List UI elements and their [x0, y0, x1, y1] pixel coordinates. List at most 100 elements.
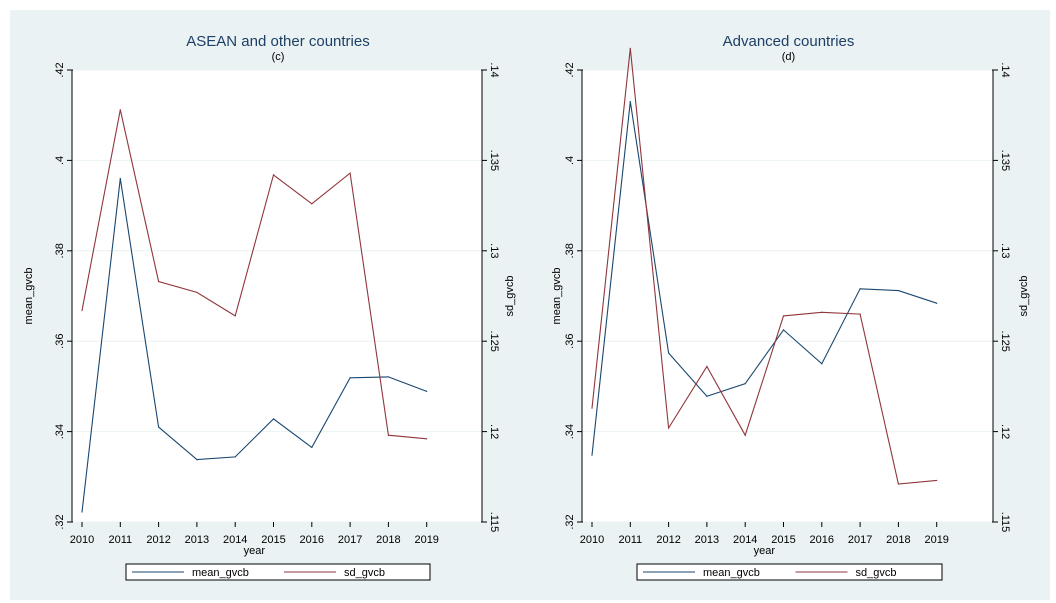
series-point-mean_gvcb [821, 363, 823, 365]
series-point-mean_gvcb [706, 395, 708, 397]
chart-subtitle: (d) [782, 51, 795, 63]
series-point-mean_gvcb [349, 377, 351, 379]
y-left-tick-label: .34 [54, 424, 66, 439]
x-tick-label: 2014 [223, 534, 247, 546]
series-point-sd_gvcb [234, 315, 236, 317]
series-point-mean_gvcb [668, 352, 670, 354]
x-tick-label: 2013 [185, 534, 209, 546]
series-point-sd_gvcb [196, 291, 198, 293]
series-line-sd_gvcb [591, 48, 937, 485]
x-tick-label: 2019 [414, 534, 438, 546]
y-left-tick-label: .4 [564, 156, 576, 165]
y-right-tick-label: .14 [488, 62, 500, 77]
y-right-axis-title: sd_gvcb [1018, 276, 1030, 317]
series-point-mean_gvcb [387, 376, 389, 378]
legend-label-mean_gvcb: mean_gvcb [192, 567, 249, 579]
series-point-mean_gvcb [311, 446, 313, 449]
series-point-mean_gvcb [196, 459, 198, 461]
series-point-sd_gvcb [782, 315, 785, 317]
x-tick-label: 2015 [261, 534, 285, 546]
legend-label-sd_gvcb: sd_gvcb [344, 567, 385, 579]
x-tick-label: 2012 [146, 534, 170, 546]
series-line-sd_gvcb [81, 109, 427, 440]
series-point-mean_gvcb [158, 426, 160, 428]
series-point-sd_gvcb [629, 47, 631, 49]
x-tick-label: 2015 [771, 534, 795, 546]
x-tick-label: 2017 [338, 534, 362, 546]
x-tick-label: 2018 [376, 534, 400, 546]
x-tick-label: 2011 [108, 534, 132, 546]
legend-label-sd_gvcb: sd_gvcb [856, 567, 897, 579]
series-point-sd_gvcb [821, 311, 823, 313]
series-point-sd_gvcb [591, 407, 593, 409]
y-left-tick-label: .34 [564, 424, 576, 439]
legend-box [125, 563, 431, 581]
series-point-sd_gvcb [897, 483, 900, 485]
x-axis-title: year [244, 545, 266, 557]
y-right-tick-label: .135 [999, 150, 1011, 171]
y-right-tick-label: .13 [999, 243, 1011, 258]
x-tick-label: 2011 [618, 534, 642, 546]
plot-area [71, 69, 483, 523]
series-point-sd_gvcb [706, 365, 708, 368]
y-left-tick-label: .32 [54, 514, 66, 529]
series-point-sd_gvcb [349, 172, 351, 174]
chart-panel-0: ASEAN and other countries(c) .32 .34 .36 .38… [23, 33, 516, 581]
x-tick-label: 2016 [300, 534, 324, 546]
y-right-tick-label: .12 [488, 424, 500, 439]
series-line-mean_gvcb [591, 101, 937, 456]
x-axis-title: year [754, 545, 776, 557]
series-point-mean_gvcb [897, 289, 900, 292]
series-line-mean_gvcb [81, 178, 427, 513]
y-left-tick-label: .42 [564, 62, 576, 77]
series-point-sd_gvcb [859, 313, 861, 315]
series-point-sd_gvcb [426, 438, 428, 440]
y-right-tick-label: .115 [488, 512, 500, 533]
y-right-axis-title: sd_gvcb [504, 276, 516, 317]
y-right-tick-label: .12 [999, 424, 1011, 439]
x-tick-label: 2016 [810, 534, 834, 546]
series-point-mean_gvcb [744, 383, 746, 385]
y-left-tick-label: .42 [54, 62, 66, 77]
y-left-tick-label: .32 [564, 514, 576, 529]
chart-subtitle: (c) [272, 51, 285, 63]
series-point-sd_gvcb [668, 427, 670, 429]
series-point-mean_gvcb [859, 288, 861, 290]
x-tick-label: 2010 [70, 534, 94, 546]
y-right-tick-label: .14 [999, 62, 1011, 77]
series-point-sd_gvcb [936, 479, 938, 482]
chart-title: Advanced countries [723, 33, 855, 50]
series-point-mean_gvcb [629, 101, 631, 103]
series-point-sd_gvcb [387, 434, 389, 436]
x-tick-label: 2012 [656, 534, 680, 546]
x-tick-label: 2010 [580, 534, 604, 546]
series-point-mean_gvcb [591, 454, 593, 456]
y-left-tick-label: .38 [564, 243, 576, 258]
series-point-mean_gvcb [426, 390, 428, 392]
y-left-tick-label: .38 [54, 243, 66, 258]
x-tick-label: 2018 [886, 534, 910, 546]
plot-area [581, 69, 994, 523]
y-left-axis-title: mean_gvcb [551, 268, 563, 325]
series-point-sd_gvcb [311, 203, 313, 205]
x-tick-label: 2017 [848, 534, 872, 546]
series-point-mean_gvcb [936, 302, 938, 304]
series-point-mean_gvcb [782, 329, 785, 331]
series-point-sd_gvcb [158, 280, 160, 283]
y-right-tick-label: .13 [488, 243, 500, 258]
chart-title: ASEAN and other countries [186, 33, 369, 50]
series-point-sd_gvcb [744, 434, 746, 436]
legend-label-mean_gvcb: mean_gvcb [703, 567, 760, 579]
series-point-mean_gvcb [234, 456, 236, 458]
y-right-tick-label: .125 [488, 330, 500, 351]
y-left-tick-label: .36 [54, 334, 66, 349]
y-right-tick-label: .125 [999, 330, 1011, 351]
series-point-mean_gvcb [119, 177, 121, 180]
y-right-tick-label: .135 [488, 150, 500, 171]
series-point-mean_gvcb [272, 418, 275, 420]
x-tick-label: 2013 [695, 534, 719, 546]
legend-box [636, 563, 943, 581]
series-point-sd_gvcb [119, 109, 121, 111]
